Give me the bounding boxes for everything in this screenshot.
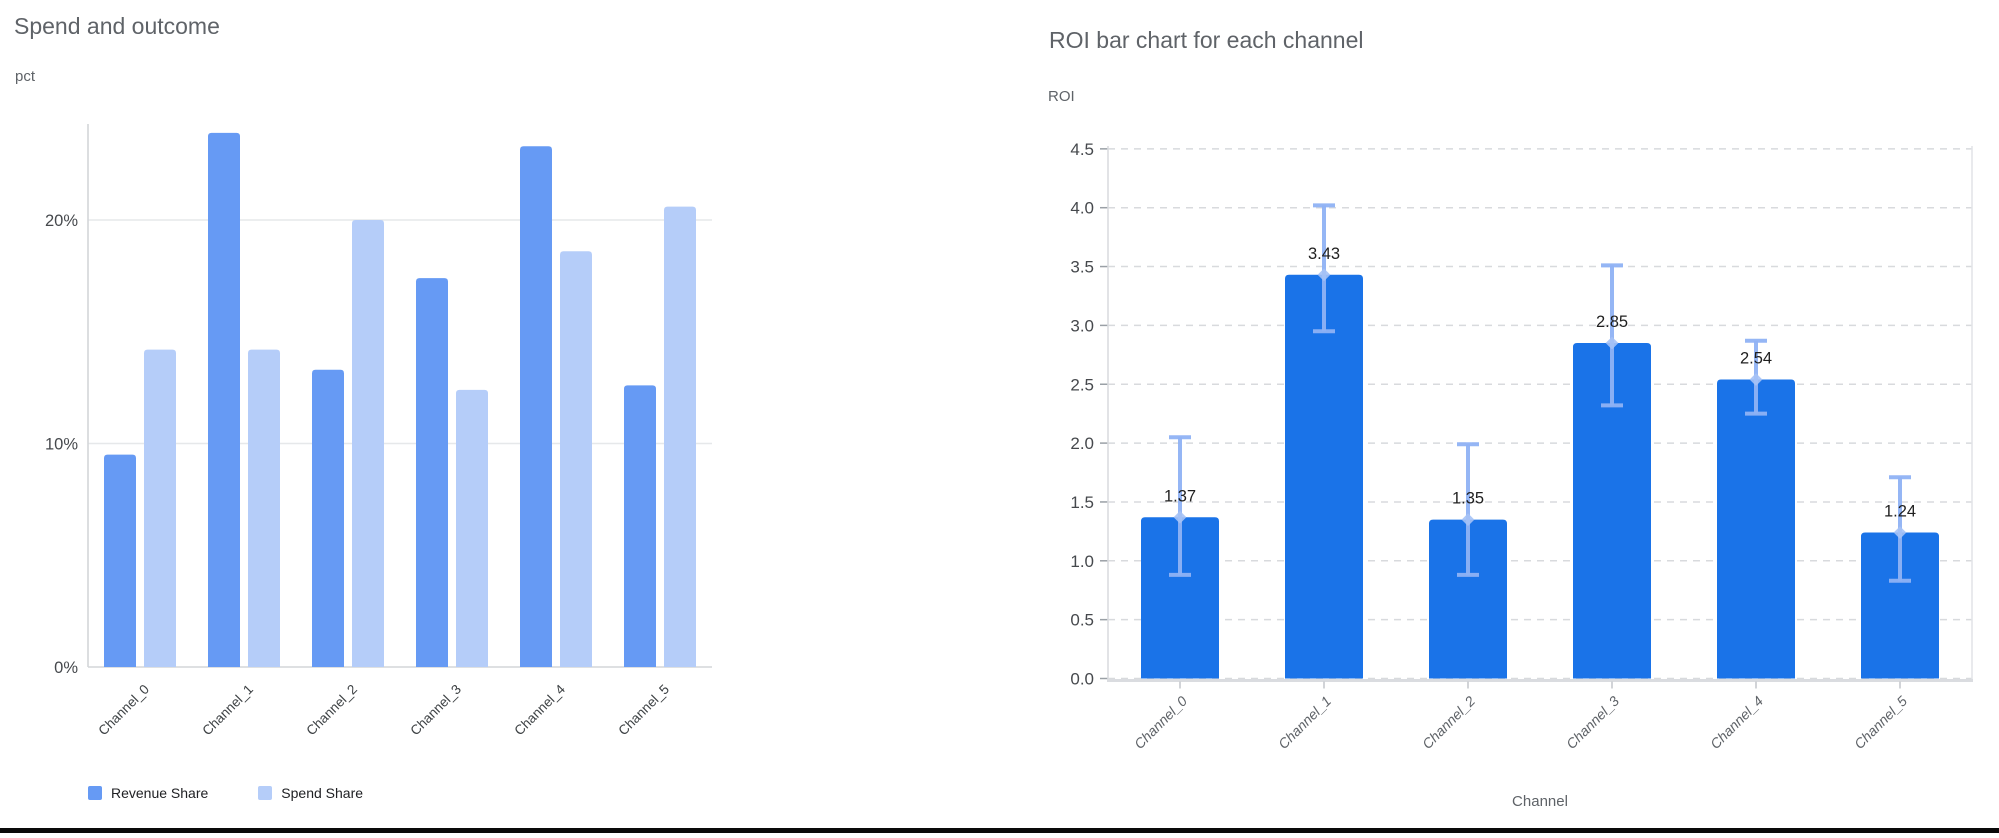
left-bar-spend-share-channel_0 [144, 349, 176, 667]
left-y-tick-label: 10% [45, 436, 78, 454]
spend-outcome-plot: 0% 10% 20% Channel_0 Channel_1 Channel_2 Chann… [45, 124, 712, 739]
right-chart-x-axis-label: Channel [1512, 793, 1568, 810]
left-bar-revenue-share-channel_0 [104, 454, 136, 667]
right-chart-y-axis-label: ROI [1048, 88, 1075, 105]
roi-value-label: 1.35 [1452, 490, 1484, 508]
bottom-border-line [0, 828, 1999, 833]
left-x-tick-label: Channel_1 [199, 682, 256, 739]
roi-bar-channel_1 [1285, 274, 1363, 679]
roi-bar-channel_5 [1861, 532, 1939, 679]
legend-label: Spend Share [281, 785, 364, 801]
left-bar-spend-share-channel_3 [456, 389, 488, 667]
legend-swatch [258, 786, 273, 800]
right-y-tick-label: 0.5 [1070, 611, 1094, 630]
left-bar-spend-share-channel_5 [664, 206, 696, 667]
legend-swatch [88, 786, 102, 800]
right-y-tick-label: 3.0 [1070, 316, 1094, 335]
right-x-tick-label: Channel_5 [1851, 693, 1910, 752]
right-chart-title: ROI bar chart for each channel [1049, 27, 1364, 53]
legend-item-revenue-share: Revenue Share [88, 785, 208, 801]
right-y-tick-label: 1.0 [1070, 552, 1094, 571]
roi-value-label: 2.85 [1596, 313, 1628, 331]
right-y-tick-label: 1.5 [1070, 493, 1094, 512]
left-x-tick-label: Channel_0 [95, 682, 152, 739]
left-chart-legend: Revenue Share Spend Share [88, 785, 363, 801]
legend-label: Revenue Share [111, 785, 209, 801]
roi-plot: 0.0 0.5 1.0 1.5 2.0 2.5 3.0 3.5 4.0 4.5 1.37 Channe… [1070, 140, 1973, 752]
left-y-tick-label: 0% [54, 659, 78, 677]
right-x-tick-label: Channel_3 [1563, 693, 1622, 752]
left-bar-revenue-share-channel_1 [208, 132, 240, 667]
left-x-tick-label: Channel_2 [303, 682, 360, 739]
right-y-tick-label: 4.0 [1070, 199, 1094, 218]
right-y-tick-label: 3.5 [1070, 258, 1094, 277]
right-x-tick-label: Channel_2 [1419, 693, 1478, 752]
left-chart-y-unit-label: pct [15, 68, 36, 85]
roi-value-label: 1.37 [1164, 487, 1196, 505]
left-x-tick-label: Channel_5 [615, 682, 672, 739]
roi-value-label: 3.43 [1308, 245, 1340, 263]
left-chart-title: Spend and outcome [14, 13, 220, 39]
roi-bar-channel_3 [1573, 343, 1651, 679]
roi-bar-channel_0 [1141, 517, 1219, 679]
left-bar-spend-share-channel_1 [248, 349, 280, 667]
legend-item-spend-share: Spend Share [258, 785, 363, 801]
left-x-tick-label: Channel_4 [511, 681, 568, 738]
left-bar-revenue-share-channel_3 [416, 278, 448, 667]
right-y-tick-label: 4.5 [1070, 140, 1094, 159]
roi-bar-channel_2 [1429, 519, 1507, 679]
roi-value-label: 2.54 [1740, 350, 1772, 368]
right-y-tick-label: 0.0 [1070, 670, 1094, 689]
left-y-tick-label: 20% [45, 212, 78, 230]
right-y-tick-label: 2.5 [1070, 375, 1094, 394]
left-bar-spend-share-channel_2 [352, 220, 384, 667]
roi-value-label: 1.24 [1884, 503, 1916, 521]
left-bar-spend-share-channel_4 [560, 251, 592, 668]
left-x-tick-label: Channel_3 [407, 682, 464, 739]
right-x-tick-label: Channel_4 [1707, 693, 1766, 752]
left-bar-revenue-share-channel_4 [520, 146, 552, 667]
left-bar-revenue-share-channel_5 [624, 385, 656, 667]
right-x-tick-label: Channel_0 [1131, 693, 1190, 752]
left-bar-revenue-share-channel_2 [312, 369, 344, 667]
right-x-tick-label: Channel_1 [1275, 693, 1334, 752]
right-y-tick-label: 2.0 [1070, 434, 1094, 453]
roi-bar-channel_4 [1717, 379, 1795, 679]
